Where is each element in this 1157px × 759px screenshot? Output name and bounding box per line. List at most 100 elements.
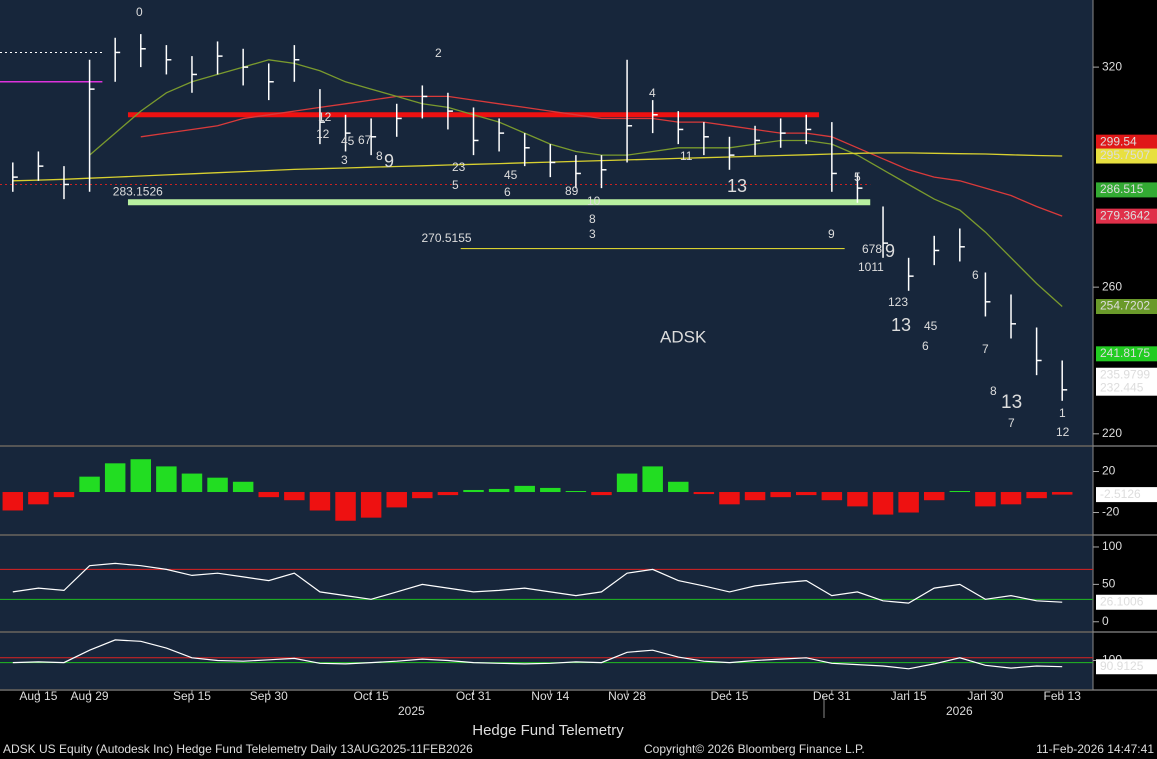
moving-average <box>140 95 1063 217</box>
histogram-bar <box>540 487 561 493</box>
histogram-bar <box>2 492 24 511</box>
count-annotation: 13 <box>891 315 911 335</box>
count-annotation: 9 <box>384 151 394 171</box>
y-tick-label: 20 <box>1102 464 1116 478</box>
price-tag-label: 279.3642 <box>1100 208 1150 222</box>
y-tick-label: 0 <box>1102 614 1109 628</box>
x-tick-label: Dec 15 <box>710 689 748 703</box>
histogram-bar <box>28 492 49 505</box>
year-label: 2026 <box>946 704 973 718</box>
count-annotation: 3 <box>341 153 348 167</box>
footer-left: ADSK US Equity (Autodesk Inc) Hedge Fund… <box>3 742 473 756</box>
count-annotation: 23 <box>452 160 466 174</box>
histogram-bar <box>156 466 177 493</box>
histogram-bar <box>744 492 766 501</box>
histogram-bar <box>258 492 279 498</box>
count-annotation: 7 <box>982 342 989 356</box>
level-label: 283.1526 <box>113 184 163 198</box>
x-tick-label: Dec 31 <box>813 689 851 703</box>
histogram-bar <box>1000 492 1022 505</box>
histogram-bar <box>770 492 791 498</box>
count-annotation: 8 <box>376 149 383 163</box>
y-tick-label: -20 <box>1102 505 1120 519</box>
histogram-bar <box>309 492 331 511</box>
value-tag <box>1096 487 1157 503</box>
price-tag-label: 286.515 <box>1100 182 1144 196</box>
histogram-bar <box>232 481 254 493</box>
value-tag <box>1096 594 1157 610</box>
count-annotation: 678 <box>862 242 882 256</box>
histogram-bar <box>335 492 356 521</box>
histogram-bar <box>872 492 894 515</box>
x-tick-label: Feb 13 <box>1044 689 1082 703</box>
indicator-line <box>12 562 1063 604</box>
price-tag <box>1096 346 1157 362</box>
count-annotation: 6 <box>504 185 511 199</box>
x-tick-label: Sep 30 <box>250 689 288 703</box>
histogram-bar <box>284 492 305 501</box>
count-annotation: 5 <box>854 170 861 184</box>
price-tag-label: 299.54 <box>1100 134 1137 148</box>
histogram-bar <box>821 492 843 501</box>
value-tag <box>1096 659 1157 675</box>
histogram-bar <box>796 492 817 496</box>
count-annotation: 123 <box>888 295 908 309</box>
histogram-bar <box>719 492 740 505</box>
x-tick-label: Jan 30 <box>967 689 1003 703</box>
price-tag-label: 232.445 <box>1100 380 1144 394</box>
year-label: 2025 <box>398 704 425 718</box>
count-annotation: 8 <box>990 384 997 398</box>
price-tag-label: 241.8175 <box>1100 346 1150 360</box>
histogram-bar <box>642 466 663 493</box>
count-annotation: 45 <box>924 319 938 333</box>
histogram-bar <box>412 492 433 499</box>
histogram-bar <box>616 473 638 493</box>
histogram-bar <box>847 492 868 507</box>
histogram-bar <box>1051 492 1073 495</box>
histogram-bar <box>923 492 945 501</box>
x-tick-label: Oct 31 <box>456 689 492 703</box>
count-annotation: 12 <box>318 110 332 124</box>
histogram-bar <box>437 492 459 496</box>
count-annotation: 12 <box>316 127 330 141</box>
footer-title: Hedge Fund Telemetry <box>472 722 624 739</box>
histogram-bar <box>949 491 971 493</box>
x-tick-label: Nov 14 <box>531 689 569 703</box>
price-tag <box>1096 148 1157 164</box>
count-annotation: 4 <box>649 86 656 100</box>
footer-copyright: Copyright© 2026 Bloomberg Finance L.P. <box>644 742 865 756</box>
count-annotation: 13 <box>1001 392 1022 413</box>
x-tick-label: Nov 28 <box>608 689 646 703</box>
count-annotation: 2 <box>435 46 442 60</box>
price-tag <box>1096 134 1157 150</box>
price-tag <box>1096 299 1157 315</box>
ticker-label: ADSK <box>660 327 707 346</box>
histogram-bar <box>1026 492 1047 499</box>
level-label: 270.5155 <box>422 231 472 245</box>
plot-background <box>0 0 1093 690</box>
histogram-bar <box>79 476 100 493</box>
price-tag-label: 235.9799 <box>1100 367 1150 381</box>
count-annotation: 0 <box>136 5 143 19</box>
y-tick-label: 100 <box>1102 539 1122 553</box>
price-tag-label: 254.7202 <box>1100 299 1150 313</box>
x-tick-label: Oct 15 <box>353 689 389 703</box>
count-annotation: 5 <box>452 178 459 192</box>
histogram-bar <box>104 463 126 493</box>
count-annotation: 9 <box>828 227 835 241</box>
count-annotation: 9 <box>885 241 895 261</box>
count-annotation: 11 <box>680 149 693 163</box>
count-annotation: 7 <box>1008 416 1015 430</box>
histogram-bar <box>488 488 510 493</box>
histogram-bar <box>693 492 715 495</box>
histogram-bar <box>591 492 612 496</box>
price-tag-label: 295.7507 <box>1100 148 1150 162</box>
x-tick-label: Jan 15 <box>891 689 927 703</box>
histogram-bar <box>514 485 535 493</box>
axis-background <box>1093 0 1157 690</box>
count-annotation: 67 <box>358 133 372 147</box>
price-tag <box>1096 380 1157 396</box>
count-annotation: 45 <box>341 134 355 148</box>
histogram-bar <box>386 492 407 508</box>
